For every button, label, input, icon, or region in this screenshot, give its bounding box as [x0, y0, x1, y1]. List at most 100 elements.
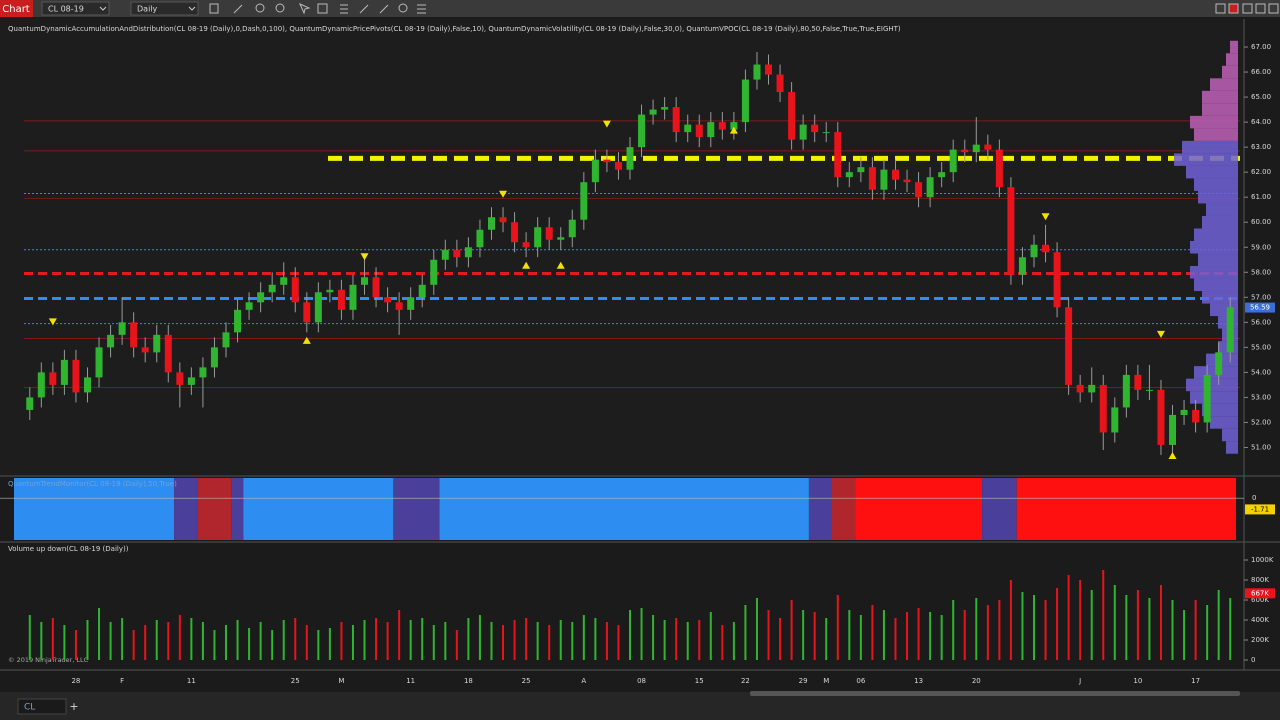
volume-bar: [259, 622, 262, 660]
candle-body: [153, 334, 161, 353]
volume-bar: [28, 615, 31, 660]
candle-body: [511, 222, 519, 243]
volume-bar: [525, 618, 528, 660]
y-tick-label: 62.00: [1251, 168, 1271, 176]
volume-tick-label: 800K: [1251, 576, 1269, 584]
interval-label[interactable]: Daily: [137, 5, 158, 14]
candle-body: [568, 219, 576, 238]
volume-bar: [144, 625, 147, 660]
volume-bar: [328, 628, 331, 660]
candle-body: [672, 107, 680, 133]
x-tick-label: 28: [71, 677, 80, 685]
chart-tab-label[interactable]: Chart: [2, 4, 30, 15]
volume-bar: [871, 605, 874, 660]
candle-body: [638, 114, 646, 148]
candle-body: [718, 122, 726, 130]
candle-body: [534, 227, 542, 248]
bottom-bar: [0, 692, 1280, 720]
candle-body: [222, 332, 230, 348]
x-tick-label: 25: [291, 677, 300, 685]
volume-bar: [894, 618, 897, 660]
volume-bar: [201, 622, 204, 660]
volume-bar: [121, 618, 124, 660]
scrollbar[interactable]: [750, 691, 1240, 696]
instrument-tab-label[interactable]: CL: [24, 703, 35, 713]
y-tick-label: 60.00: [1251, 218, 1271, 226]
candle-body: [210, 347, 218, 368]
candle-body: [430, 259, 438, 285]
volume-profile-bar: [1190, 115, 1238, 129]
candle-body: [384, 297, 392, 303]
candle-body: [107, 334, 115, 348]
volume-bar: [548, 625, 551, 660]
y-tick-label: 64.00: [1251, 118, 1271, 126]
y-tick-label: 56.00: [1251, 318, 1271, 326]
x-tick-label: 11: [406, 677, 415, 685]
volume-bar: [813, 612, 816, 660]
candle-body: [753, 64, 761, 80]
y-tick-label: 51.00: [1251, 443, 1271, 451]
volume-bar: [51, 618, 54, 660]
x-tick-label: A: [581, 677, 586, 685]
chart-tab[interactable]: [0, 0, 33, 17]
volume-bar: [755, 598, 758, 660]
volume-bar: [536, 622, 539, 660]
volume-profile-bar: [1202, 291, 1238, 304]
volume-bar: [190, 618, 193, 660]
candle-body: [972, 144, 980, 153]
indicators-label: QuantumDynamicAccumulationAndDistributio…: [8, 25, 901, 33]
signal-triangle: [48, 318, 57, 326]
add-tab[interactable]: +: [69, 700, 78, 713]
candle-body: [118, 322, 126, 335]
x-tick-label: M: [338, 677, 344, 685]
candle-body: [1192, 409, 1200, 423]
candle-body: [257, 292, 265, 303]
volume-bar: [721, 625, 724, 660]
candle-body: [1134, 374, 1142, 390]
candle-body: [603, 159, 611, 163]
y-tick-label: 53.00: [1251, 393, 1271, 401]
candle-body: [949, 149, 957, 173]
instrument-label[interactable]: CL 08-19: [48, 5, 84, 14]
candle-body: [799, 124, 807, 140]
candle-body: [337, 289, 345, 310]
volume-bar: [271, 630, 274, 660]
candle-body: [303, 302, 311, 323]
volume-bar: [605, 622, 608, 660]
candle-body: [626, 147, 634, 170]
volume-bar: [882, 610, 885, 660]
volume-bar: [1033, 595, 1035, 660]
candle-body: [26, 397, 34, 410]
volume-profile-bar: [1182, 140, 1238, 154]
volume-profile-bar: [1190, 240, 1238, 254]
volume-profile-bar: [1194, 178, 1238, 191]
volume-bar: [305, 625, 308, 660]
candle-body: [891, 169, 899, 180]
candle-body: [545, 227, 553, 240]
volume-bar: [917, 608, 920, 660]
signal-triangle: [522, 261, 531, 269]
candle-body: [614, 162, 622, 170]
volume-bar: [421, 618, 424, 660]
volume-bar: [1113, 585, 1116, 660]
volume-bar: [1079, 580, 1082, 660]
toolbar-icons[interactable]: [209, 3, 1279, 15]
candle-body: [1065, 307, 1073, 385]
instrument-tab[interactable]: [17, 698, 67, 715]
volume-current-box: [1245, 588, 1275, 599]
interval-select[interactable]: [130, 1, 199, 16]
volume-bar: [675, 618, 678, 660]
volume-bar: [1102, 570, 1105, 660]
volume-bar: [640, 608, 643, 660]
volume-bar: [848, 610, 851, 660]
candle-body: [95, 347, 103, 378]
x-tick-label: 25: [522, 677, 531, 685]
volume-bar: [1125, 595, 1128, 660]
candle-body: [60, 359, 68, 385]
candle-body: [811, 124, 819, 133]
instrument-select[interactable]: [41, 1, 110, 16]
trend-current-label: -1.71: [1251, 505, 1269, 513]
volume-bar: [686, 622, 689, 660]
candle-body: [164, 334, 172, 373]
volume-bar: [1206, 605, 1209, 660]
